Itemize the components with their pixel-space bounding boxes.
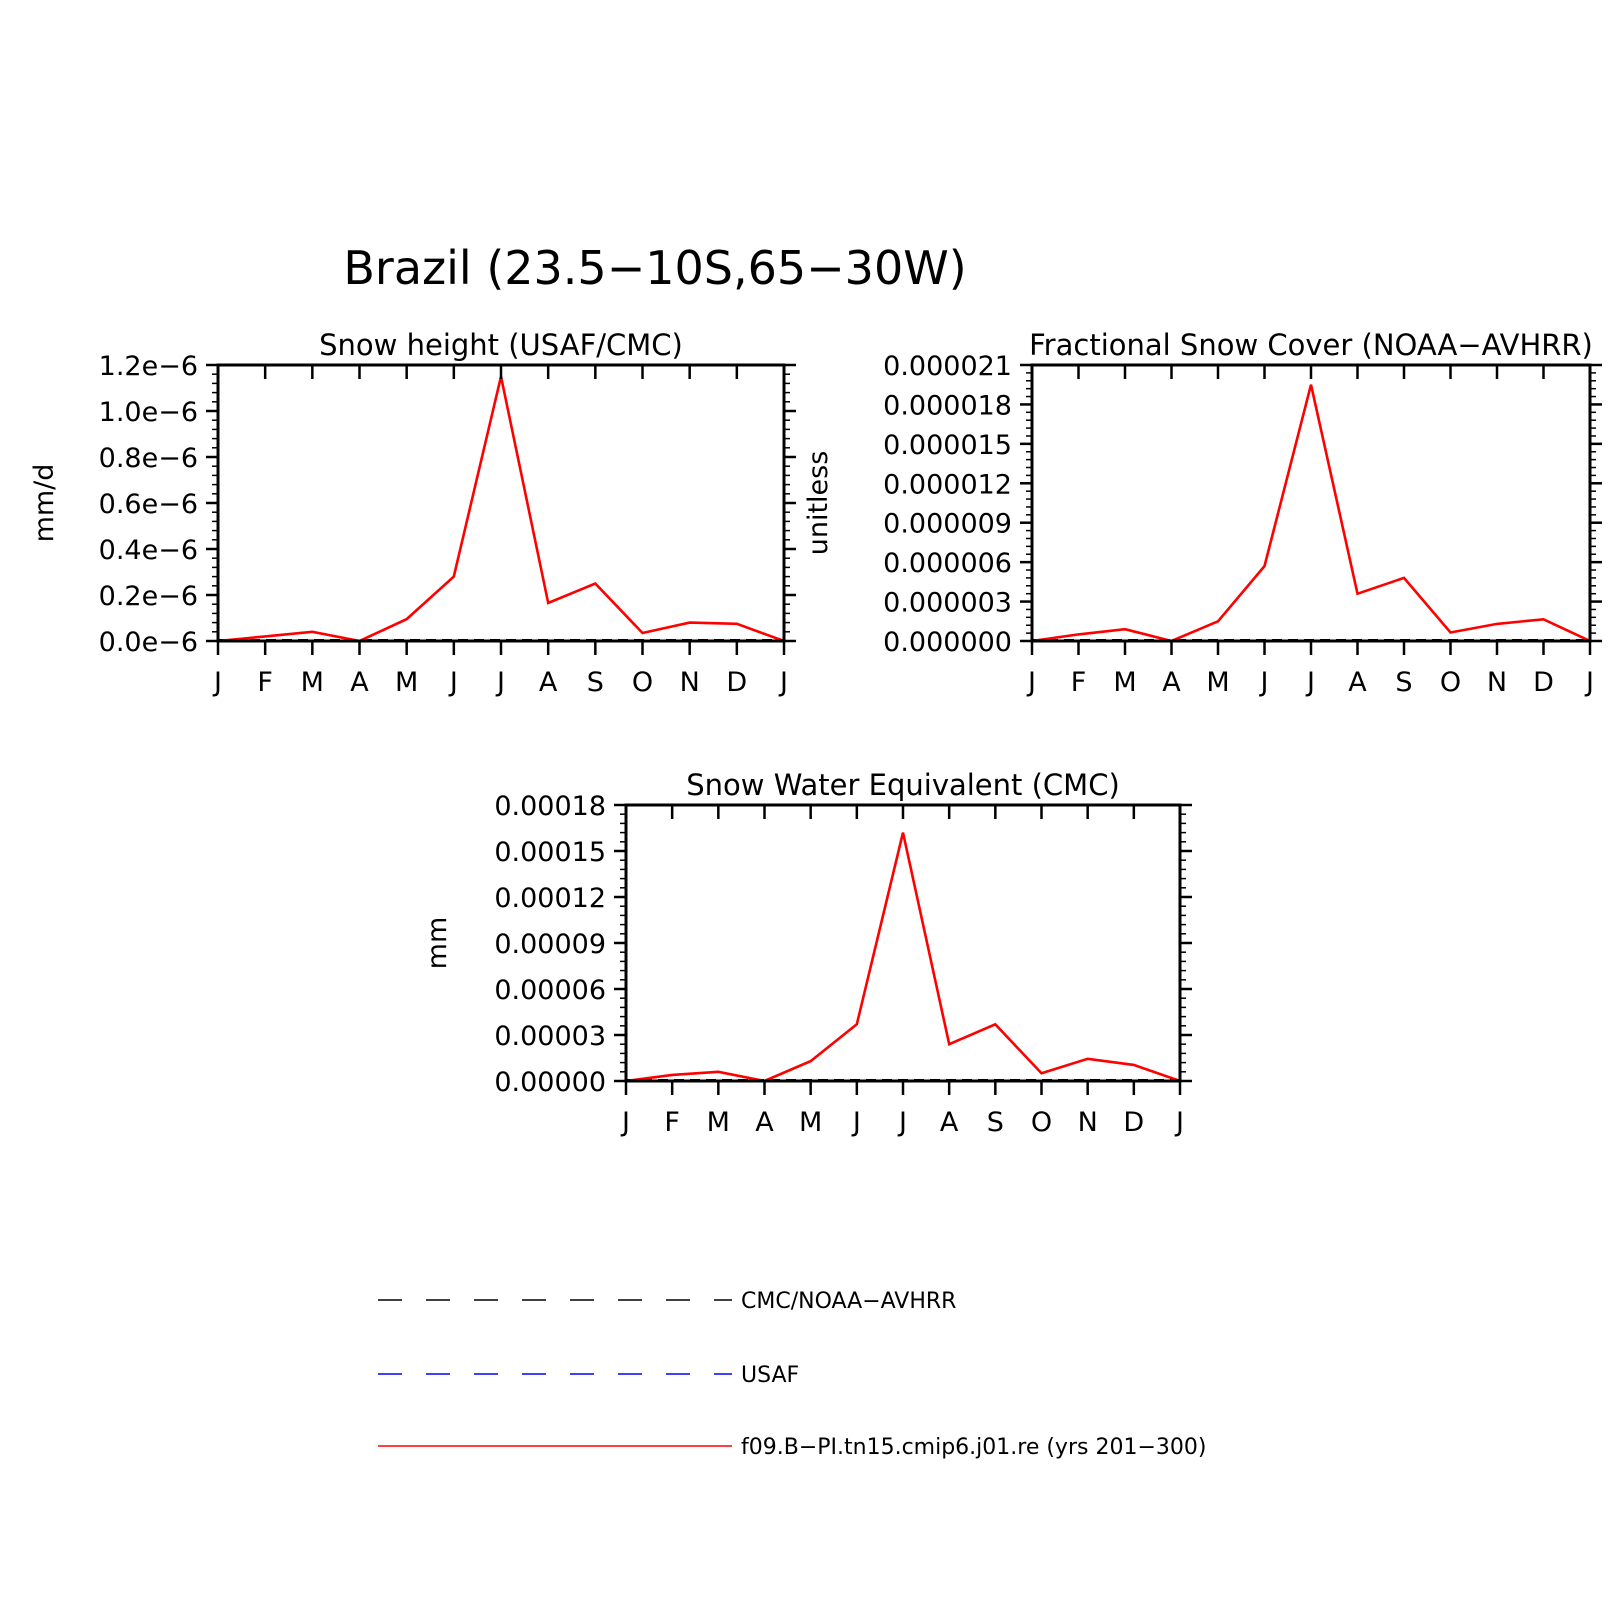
y-tick-label: 1.0e−6: [99, 397, 198, 428]
x-tick-label: S: [987, 1107, 1004, 1138]
x-tick-label: M: [707, 1107, 730, 1138]
y-tick-label: 0.00012: [494, 883, 606, 914]
plot-frame: [216, 363, 786, 643]
y-tick-label: 0.2e−6: [99, 581, 198, 612]
x-tick-label: A: [940, 1107, 959, 1138]
plot-frame: [624, 803, 1182, 1083]
x-tick-label: A: [539, 667, 558, 698]
x-tick-label: S: [587, 667, 604, 698]
x-tick-label: M: [395, 667, 418, 698]
y-tick-label: 0.0e−6: [99, 627, 198, 658]
y-tick-label: 0.000021: [883, 351, 1012, 382]
panels: Snow height (USAF/CMC)mm/dJ F M A M J J A S O N D J0…: [29, 328, 1602, 1138]
x-tick-label: J: [1305, 667, 1315, 698]
x-tick-label: J: [851, 1107, 861, 1138]
model-series-line: [1031, 384, 1591, 643]
x-tick-label: J: [1259, 667, 1269, 698]
x-tick-label: A: [1348, 667, 1367, 698]
y-tick-label: 0.8e−6: [99, 443, 198, 474]
figure-title: Brazil (23.5−10S,65−30W): [343, 241, 966, 295]
x-tick-label: M: [799, 1107, 822, 1138]
x-tick-label: N: [1078, 1107, 1098, 1138]
y-axis-label: mm/d: [29, 464, 60, 543]
x-tick-label: A: [350, 667, 369, 698]
model-series-line: [625, 832, 1181, 1083]
x-tick-label: F: [664, 1107, 680, 1138]
x-tick-label: F: [1071, 667, 1087, 698]
y-tick-label: 0.00018: [494, 791, 606, 822]
legend-item: f09.B−PI.tn15.cmip6.j01.re (yrs 201−300): [378, 1435, 1206, 1460]
x-tick-label: J: [620, 1107, 630, 1138]
x-tick-label: D: [726, 667, 747, 698]
y-tick-label: 0.00000: [494, 1067, 606, 1098]
legend: CMC/NOAA−AVHRR USAF f09.B−PI.tn15.cmip6.j0…: [378, 1289, 1206, 1460]
x-tick-label: O: [1031, 1107, 1052, 1138]
x-tick-label: J: [1584, 667, 1594, 698]
x-tick-label: S: [1395, 667, 1412, 698]
y-tick-label: 0.6e−6: [99, 489, 198, 520]
legend-item: CMC/NOAA−AVHRR: [378, 1289, 956, 1314]
y-tick-label: 0.00006: [494, 975, 606, 1006]
y-tick-label: 0.00015: [494, 837, 606, 868]
panel-title: Fractional Snow Cover (NOAA−AVHRR): [1029, 328, 1593, 362]
y-tick-label: 1.2e−6: [99, 351, 198, 382]
y-axis-label: mm: [422, 917, 453, 970]
x-tick-label: D: [1533, 667, 1554, 698]
x-tick-label: J: [495, 667, 505, 698]
legend-label: CMC/NOAA−AVHRR: [741, 1289, 956, 1314]
legend-item: USAF: [378, 1363, 799, 1388]
x-tick-label: J: [1026, 667, 1036, 698]
y-tick-label: 0.000018: [883, 390, 1012, 421]
x-tick-label: M: [301, 667, 324, 698]
x-tick-label: J: [448, 667, 458, 698]
panel-title: Snow height (USAF/CMC): [319, 328, 683, 362]
x-tick-label: N: [680, 667, 700, 698]
y-tick-label: 0.000012: [883, 469, 1012, 500]
chart-panel-1: Snow height (USAF/CMC)mm/dJ F M A M J J A S O N D J0…: [29, 328, 796, 698]
x-tick-label: O: [632, 667, 653, 698]
legend-label: f09.B−PI.tn15.cmip6.j01.re (yrs 201−300): [741, 1435, 1206, 1460]
y-tick-label: 0.000000: [883, 627, 1012, 658]
x-tick-label: M: [1113, 667, 1136, 698]
y-tick-label: 0.000006: [883, 548, 1012, 579]
x-tick-label: O: [1440, 667, 1461, 698]
chart-panel-3: Snow Water Equivalent (CMC)mmJ F M A M J J A S O N…: [422, 768, 1192, 1138]
x-tick-label: D: [1123, 1107, 1144, 1138]
x-tick-label: N: [1487, 667, 1507, 698]
y-tick-label: 0.000003: [883, 588, 1012, 619]
y-tick-label: 0.000015: [883, 430, 1012, 461]
x-tick-label: A: [1162, 667, 1181, 698]
x-tick-label: J: [1174, 1107, 1184, 1138]
legend-label: USAF: [741, 1363, 799, 1388]
panel-title: Snow Water Equivalent (CMC): [686, 768, 1120, 802]
y-axis-label: unitless: [803, 451, 834, 556]
x-tick-label: J: [212, 667, 222, 698]
y-tick-label: 0.000009: [883, 509, 1012, 540]
x-tick-label: J: [778, 667, 788, 698]
x-tick-label: A: [755, 1107, 774, 1138]
x-tick-label: F: [257, 667, 273, 698]
chart-panel-2: Fractional Snow Cover (NOAA−AVHRR) unitle…: [803, 328, 1602, 698]
model-series-line: [217, 376, 785, 643]
y-tick-label: 0.4e−6: [99, 535, 198, 566]
plot-frame: [1030, 363, 1592, 643]
x-tick-label: M: [1206, 667, 1229, 698]
y-tick-label: 0.00009: [494, 929, 606, 960]
y-tick-label: 0.00003: [494, 1021, 606, 1052]
x-tick-label: J: [897, 1107, 907, 1138]
